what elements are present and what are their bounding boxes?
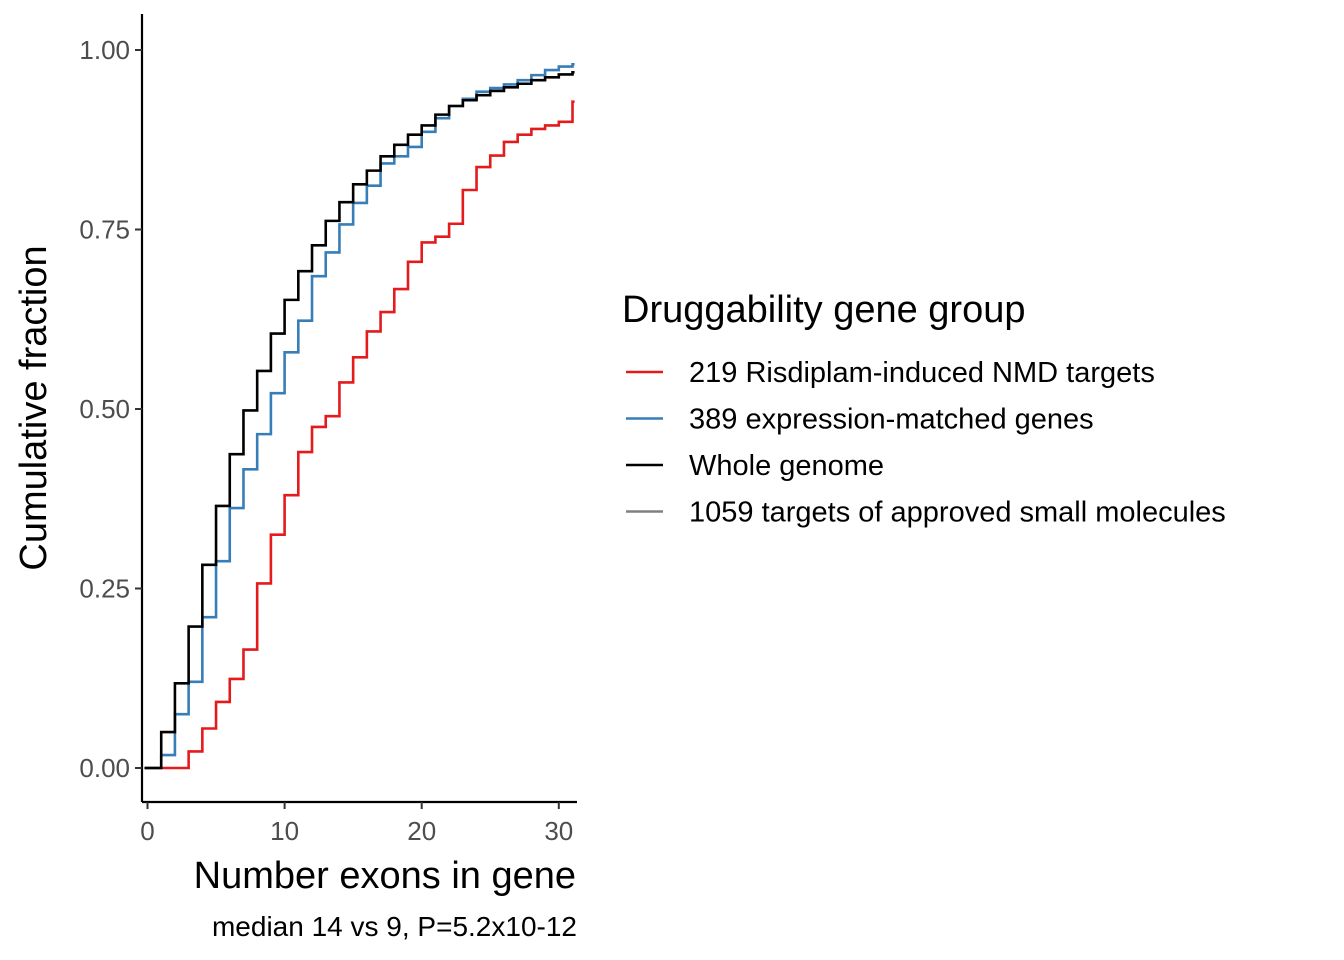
x-tick-label: 0 [140,816,154,846]
x-axis-ticks: 0 10 20 30 [140,802,573,846]
series-line-1 [144,63,575,770]
x-tick-label: 30 [544,816,573,846]
y-axis-title: Cumulative fraction [13,245,55,570]
y-tick-label: 0.50 [79,394,130,424]
y-tick-label: 1.00 [79,35,130,65]
legend: 219 Risdiplam-induced NMD targets 389 exp… [626,357,1226,529]
x-tick-label: 20 [407,816,436,846]
series-line-2 [144,70,575,770]
plot-lines [144,63,575,770]
y-tick-label: 0.75 [79,215,130,245]
legend-label-2: Whole genome [689,450,884,482]
y-axis-ticks: 0.00 0.25 0.50 0.75 1.00 [79,35,142,783]
y-tick-label: 0.00 [79,753,130,783]
y-tick-label: 0.25 [79,574,130,604]
x-tick-label: 10 [270,816,299,846]
legend-title: Druggability gene group [622,289,1026,331]
legend-label-3: 1059 targets of approved small molecules [689,497,1226,529]
legend-label-0: 219 Risdiplam-induced NMD targets [689,357,1155,389]
x-axis-title: Number exons in gene [194,855,576,897]
series-line-0 [144,100,575,770]
chart-caption: median 14 vs 9, P=5.2x10-12 [212,911,577,942]
legend-label-1: 389 expression-matched genes [689,404,1094,436]
